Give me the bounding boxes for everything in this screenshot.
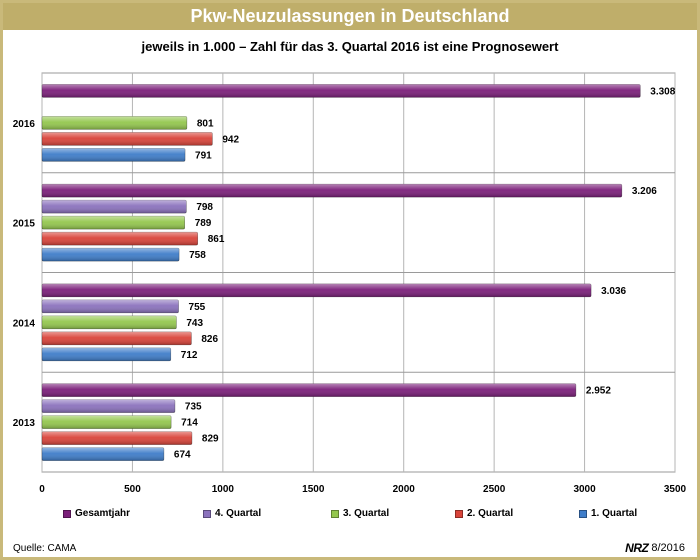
source-note: Quelle: CAMA (13, 543, 77, 554)
axes: 0 500 1000 1500 2000 2500 3000 3500 2016 2015 2014… (13, 119, 687, 495)
chart-subtitle: jeweils in 1.000 – Zahl für das 3. Quart… (141, 39, 559, 54)
data-label: 829 (202, 434, 219, 445)
bar-shine (42, 299, 179, 313)
data-label: 942 (222, 134, 239, 145)
data-label: 755 (189, 302, 206, 313)
bar-shine (42, 200, 187, 214)
legend-swatch-q2 (455, 509, 463, 518)
bars (41, 84, 641, 461)
bar-shine (42, 184, 622, 198)
data-label: 789 (195, 218, 212, 229)
bar-shine (42, 232, 198, 246)
y-category-label: 2014 (13, 318, 36, 329)
bar-shine (42, 148, 186, 162)
data-label: 2.952 (586, 386, 611, 397)
x-tick-label: 2500 (483, 484, 506, 495)
credit-date: 8/2016 (651, 542, 685, 554)
bar-shine (42, 116, 187, 130)
data-label: 674 (174, 450, 191, 461)
data-label: 791 (195, 150, 212, 161)
bar-shine (42, 415, 172, 429)
legend-swatch-q3 (331, 509, 339, 518)
x-tick-label: 3000 (573, 484, 596, 495)
bar-shine (42, 84, 641, 98)
bar-shine (42, 216, 185, 230)
chart-title: Pkw-Neuzulassungen in Deutschland (3, 3, 697, 30)
data-label: 826 (201, 334, 218, 345)
data-label: 861 (208, 234, 225, 245)
legend-swatch-q4 (203, 509, 211, 518)
y-category-label: 2015 (13, 219, 36, 230)
data-label: 712 (181, 350, 198, 361)
bar-shine (42, 383, 576, 397)
x-tick-label: 500 (124, 484, 141, 495)
data-label: 758 (189, 250, 206, 261)
legend-label: 1. Quartal (591, 508, 638, 519)
x-tick-label: 3500 (664, 484, 687, 495)
legend-label: 3. Quartal (343, 508, 390, 519)
y-category-label: 2016 (13, 119, 36, 130)
legend: Gesamtjahr 4. Quartal 3. Quartal 2. Quar… (63, 508, 683, 526)
data-label: 3.036 (601, 286, 626, 297)
nrz-logo: NRZ (625, 541, 649, 555)
legend-swatch-gesamtjahr (63, 509, 71, 518)
bar-shine (42, 431, 192, 445)
legend-label: Gesamtjahr (75, 508, 131, 519)
data-label: 735 (185, 402, 202, 413)
y-category-label: 2013 (13, 418, 36, 429)
bar-shine (42, 132, 213, 146)
bar-shine (42, 283, 592, 297)
data-label: 714 (181, 418, 198, 429)
data-label: 743 (186, 318, 203, 329)
legend-swatch-q1 (579, 509, 587, 518)
legend-item-q2: 2. Quartal (455, 508, 513, 519)
x-tick-label: 0 (39, 484, 45, 495)
bar-shine (42, 248, 180, 262)
legend-label: 4. Quartal (215, 508, 262, 519)
bar-shine (42, 347, 171, 361)
bar-shine (42, 399, 175, 413)
data-label: 3.308 (650, 86, 675, 97)
bar-shine (42, 447, 164, 461)
credit: NRZ 8/2016 (625, 541, 685, 555)
data-label: 801 (197, 118, 214, 129)
legend-item-q3: 3. Quartal (331, 508, 389, 519)
legend-item-q4: 4. Quartal (203, 508, 261, 519)
bar-shine (42, 331, 192, 345)
bar-shine (42, 315, 177, 329)
legend-item-q1: 1. Quartal (579, 508, 637, 519)
legend-item-gesamtjahr: Gesamtjahr (63, 508, 130, 519)
x-tick-label: 1500 (302, 484, 325, 495)
legend-label: 2. Quartal (467, 508, 514, 519)
x-tick-label: 2000 (393, 484, 416, 495)
data-label: 3.206 (632, 186, 657, 197)
x-tick-label: 1000 (212, 484, 235, 495)
data-label: 798 (196, 202, 213, 213)
